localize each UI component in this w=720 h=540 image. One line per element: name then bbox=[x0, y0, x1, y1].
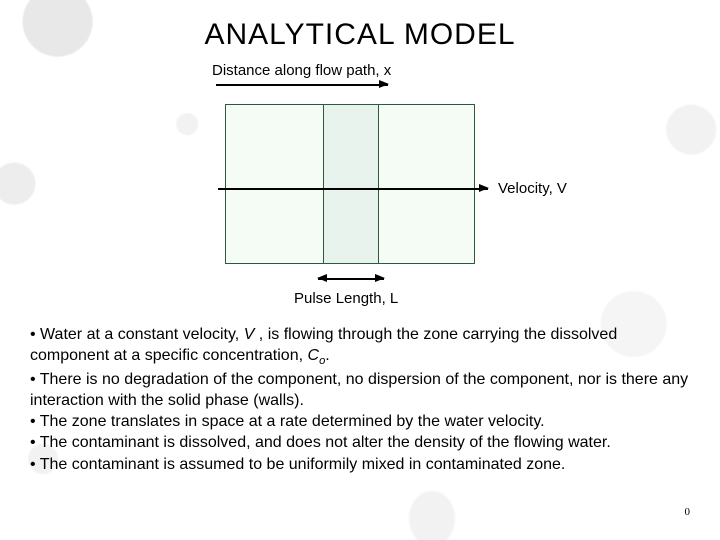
arrow-head-right-icon bbox=[379, 80, 389, 88]
label-distance: Distance along flow path, x bbox=[212, 62, 391, 79]
bullet-1-pre: • Water at a constant velocity, bbox=[30, 326, 244, 343]
label-velocity: Velocity, V bbox=[498, 180, 567, 197]
bullet-list: • Water at a constant velocity, V , is f… bbox=[30, 324, 690, 475]
bullet-4: • The contaminant is dissolved, and does… bbox=[30, 432, 690, 453]
bullet-1-v: V bbox=[244, 326, 255, 343]
arrow-shaft bbox=[218, 188, 488, 190]
arrow-head-right-icon bbox=[375, 274, 385, 282]
zone-diagram bbox=[225, 104, 475, 264]
page-number: 0 bbox=[685, 506, 691, 518]
label-pulse: Pulse Length, L bbox=[294, 290, 398, 307]
zone-pulse-rect bbox=[323, 104, 379, 264]
bullet-1: • Water at a constant velocity, V , is f… bbox=[30, 324, 690, 369]
page-title: ANALYTICAL MODEL bbox=[0, 18, 720, 52]
arrow-head-left-icon bbox=[317, 274, 327, 282]
bullet-2: • There is no degradation of the compone… bbox=[30, 369, 690, 411]
bullet-1-c: C bbox=[308, 347, 320, 364]
arrow-shaft bbox=[216, 84, 388, 86]
bullet-5: • The contaminant is assumed to be unifo… bbox=[30, 454, 690, 475]
arrow-head-right-icon bbox=[479, 184, 489, 192]
bullet-3: • The zone translates in space at a rate… bbox=[30, 411, 690, 432]
bullet-1-post: . bbox=[325, 347, 329, 364]
